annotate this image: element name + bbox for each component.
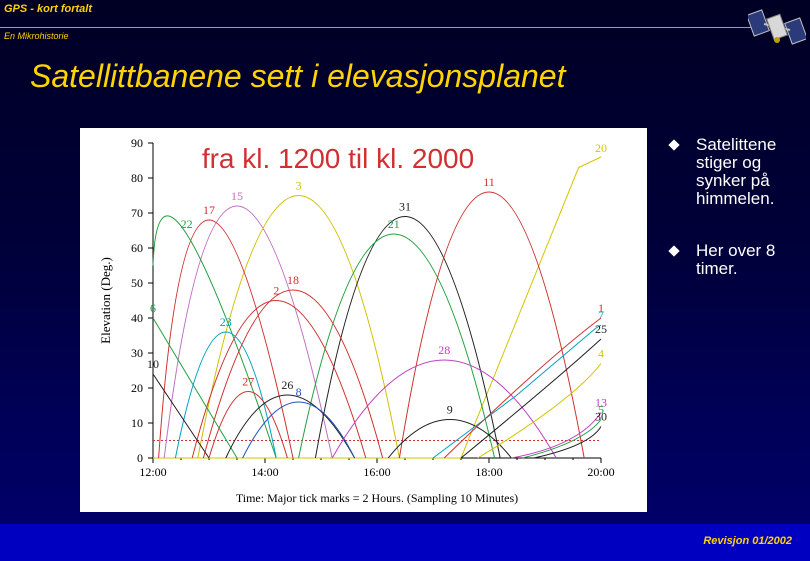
diamond-icon: [668, 245, 680, 257]
series-line: [163, 205, 333, 459]
series-label: 7: [598, 308, 604, 322]
satellite-icon: [746, 2, 808, 52]
series-label: 3: [296, 179, 302, 193]
series-line: [522, 419, 602, 459]
bullet-item: Her over 8 timer.: [668, 242, 808, 278]
series-label: 31: [399, 200, 411, 214]
chart-title: fra kl. 1200 til kl. 2000: [202, 143, 474, 174]
series-line: [158, 219, 294, 459]
series-label: 17: [203, 203, 215, 217]
series-label: 1: [598, 301, 604, 315]
series-line: [152, 215, 277, 459]
y-tick-label: 80: [131, 171, 143, 185]
x-tick-label: 14:00: [251, 465, 278, 479]
series-label: 27: [242, 375, 254, 389]
series-line: [477, 363, 602, 459]
y-tick-label: 10: [131, 416, 143, 430]
series-line: [152, 317, 238, 459]
series-label: 15: [231, 189, 243, 203]
series-label: 21: [388, 217, 400, 231]
series-label: 18: [287, 273, 299, 287]
chart-panel: 0 10 20 30 40 50 60 70 80 90 12:00 14:00 16:00 18:00 2…: [80, 128, 647, 512]
footer-bar: [0, 524, 810, 561]
diamond-icon: [668, 139, 680, 151]
bullet-item: Satelittene stiger og synker på himmelen…: [668, 136, 808, 208]
series-line: [387, 419, 512, 459]
series-label: 28: [438, 343, 450, 357]
header-divider: [0, 27, 760, 28]
bullet-text: Satelittene stiger og synker på himmelen…: [696, 135, 777, 208]
y-tick-label: 30: [131, 346, 143, 360]
x-tick-label: 20:00: [587, 465, 614, 479]
series-label: 9: [447, 403, 453, 417]
series-line: [242, 401, 356, 459]
series-line: [225, 394, 356, 459]
series-line: [443, 317, 602, 459]
slide-title: Satellittbanene sett i elevasjonsplanet: [30, 58, 566, 94]
x-tick-label: 12:00: [139, 465, 166, 479]
x-tick-label: 16:00: [363, 465, 390, 479]
series-line: [298, 233, 496, 459]
series-label: 13: [595, 396, 607, 410]
y-tick-label: 60: [131, 241, 143, 255]
header-title: GPS - kort fortalt: [4, 3, 93, 15]
series-line: [331, 359, 557, 459]
series-label: 10: [147, 357, 159, 371]
series-label: 5: [598, 403, 604, 417]
y-tick-label: 40: [131, 311, 143, 325]
series-label: 30: [595, 410, 607, 424]
series-line: [314, 216, 501, 459]
bullet-list: Satelittene stiger og synker på himmelen…: [668, 136, 808, 312]
series-line: [191, 300, 367, 459]
series-label: 6: [150, 301, 156, 315]
y-tick-label: 70: [131, 206, 143, 220]
series-line: [197, 195, 400, 459]
series-line: [398, 191, 585, 459]
y-tick-label: 50: [131, 276, 143, 290]
series-line: [208, 391, 288, 459]
header-subtitle: En Mikrohistorie: [4, 31, 69, 41]
series-line: [533, 426, 602, 459]
series-label: 11: [483, 175, 495, 189]
series-line: [460, 338, 602, 459]
y-axis-label: Elevation (Deg.): [98, 257, 113, 344]
series-label: 4: [598, 347, 604, 361]
x-axis-label: Time: Major tick marks = 2 Hours. (Sampl…: [236, 491, 518, 505]
series-label: 2: [273, 284, 279, 298]
series-line: [153, 156, 602, 459]
series-line: [511, 412, 602, 459]
elevation-chart: 0 10 20 30 40 50 60 70 80 90 12:00 14:00 16:00 18:00 2…: [98, 136, 615, 505]
series-label: 23: [220, 315, 232, 329]
series-label: 25: [595, 322, 607, 336]
bullet-text: Her over 8 timer.: [696, 241, 776, 278]
series-line: [202, 289, 384, 459]
footer-revision: Revisjon 01/2002: [703, 535, 792, 547]
y-tick-label: 90: [131, 136, 143, 150]
x-tick-label: 18:00: [475, 465, 502, 479]
series-label: 20: [595, 141, 607, 155]
series-line: [152, 373, 210, 459]
series-label: 8: [296, 385, 302, 399]
series-label: 26: [281, 378, 293, 392]
y-tick-label: 0: [137, 451, 143, 465]
series-label: 22: [181, 217, 193, 231]
series-line: [432, 324, 602, 459]
y-tick-label: 20: [131, 381, 143, 395]
